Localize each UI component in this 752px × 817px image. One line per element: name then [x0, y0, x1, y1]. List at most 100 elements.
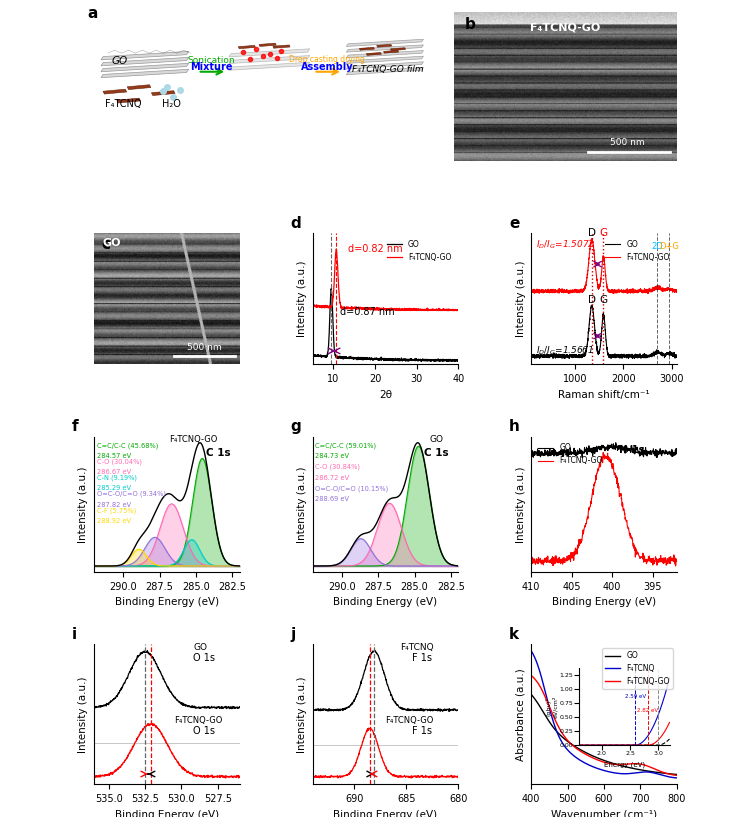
- F₄TCNQ-GO: [585, 502, 594, 512]
- Text: GO: GO: [112, 56, 128, 65]
- F₄TCNQ-GO: [599, 448, 608, 458]
- Polygon shape: [101, 69, 189, 78]
- Polygon shape: [359, 47, 374, 50]
- X-axis label: Binding Energy (eV): Binding Energy (eV): [333, 597, 438, 607]
- F₄TCNQ-GO: [526, 556, 535, 565]
- Polygon shape: [103, 89, 126, 94]
- F₄TCNQ-GO: [553, 719, 562, 729]
- Text: d=0.82 nm: d=0.82 nm: [348, 244, 402, 254]
- Text: 288.92 eV: 288.92 eV: [97, 518, 131, 524]
- Text: C-N (9.19%): C-N (9.19%): [97, 475, 137, 481]
- GO: [593, 447, 602, 457]
- Text: G: G: [599, 228, 608, 239]
- Text: c: c: [102, 237, 111, 252]
- Y-axis label: Intensity (a.u.): Intensity (a.u.): [78, 676, 89, 752]
- Text: 286.72 eV: 286.72 eV: [316, 475, 350, 480]
- X-axis label: Binding Energy (eV): Binding Energy (eV): [115, 597, 219, 607]
- Text: f: f: [72, 419, 79, 434]
- Text: 500 nm: 500 nm: [187, 343, 222, 352]
- Text: GO: GO: [429, 435, 444, 444]
- GO: [564, 737, 573, 747]
- Polygon shape: [346, 62, 423, 69]
- Text: C-O (30.04%): C-O (30.04%): [97, 458, 142, 465]
- Polygon shape: [101, 57, 189, 66]
- Polygon shape: [101, 51, 189, 60]
- Polygon shape: [377, 44, 392, 47]
- Line: F₄TCNQ: F₄TCNQ: [531, 650, 677, 778]
- X-axis label: Binding Energy (eV): Binding Energy (eV): [115, 810, 219, 817]
- F₄TCNQ: [593, 763, 602, 773]
- Polygon shape: [259, 43, 276, 47]
- GO: [612, 760, 621, 770]
- GO: [611, 438, 620, 448]
- Text: G: G: [599, 296, 608, 306]
- F₄TCNQ-GO: [602, 453, 611, 463]
- Text: F 1s: F 1s: [411, 726, 432, 736]
- GO: [624, 762, 633, 772]
- GO: [526, 690, 535, 699]
- Text: 286.67 eV: 286.67 eV: [97, 469, 131, 475]
- X-axis label: Binding Energy (eV): Binding Energy (eV): [333, 810, 438, 817]
- F₄TCNQ-GO: [672, 770, 681, 780]
- Y-axis label: Intensity (a.u.): Intensity (a.u.): [516, 467, 526, 542]
- F₄TCNQ-GO: [603, 453, 612, 463]
- Polygon shape: [366, 52, 381, 56]
- Text: b: b: [465, 16, 476, 32]
- F₄TCNQ-GO: [564, 737, 573, 747]
- Y-axis label: Intensity (a.u.): Intensity (a.u.): [297, 676, 307, 752]
- Text: O=C-O/C=O (10.15%): O=C-O/C=O (10.15%): [316, 485, 389, 492]
- F₄TCNQ: [564, 746, 573, 756]
- X-axis label: 2θ: 2θ: [379, 390, 392, 400]
- F₄TCNQ-GO: [552, 557, 561, 567]
- Text: i: i: [72, 627, 77, 642]
- Text: F₄TCNQ-GO: F₄TCNQ-GO: [385, 716, 434, 725]
- F₄TCNQ-GO: [529, 554, 538, 564]
- Text: GO: GO: [102, 239, 121, 248]
- Text: Drop casting drying: Drop casting drying: [290, 55, 365, 64]
- F₄TCNQ-GO: [671, 561, 680, 571]
- Polygon shape: [384, 51, 399, 53]
- Y-axis label: Absorbance (a.u.): Absorbance (a.u.): [516, 668, 526, 761]
- Text: 285.29 eV: 285.29 eV: [97, 485, 131, 491]
- GO: [602, 444, 611, 454]
- Text: 284.57 eV: 284.57 eV: [97, 453, 131, 459]
- Legend: GO, F₄TCNQ, F₄TCNQ-GO: GO, F₄TCNQ, F₄TCNQ-GO: [602, 648, 673, 689]
- X-axis label: Binding Energy (eV): Binding Energy (eV): [552, 597, 656, 607]
- GO: [672, 770, 681, 779]
- Text: F₄TCNQ-GO: F₄TCNQ-GO: [169, 435, 217, 444]
- Text: Mixture: Mixture: [190, 61, 233, 72]
- Y-axis label: Intensity (a.u.): Intensity (a.u.): [297, 261, 307, 337]
- Text: C-O (30.84%): C-O (30.84%): [316, 464, 360, 471]
- Text: d=0.87 nm: d=0.87 nm: [340, 307, 394, 317]
- Text: $I_D/I_G$=1.5072: $I_D/I_G$=1.5072: [536, 239, 595, 251]
- Text: 2D: 2D: [651, 243, 663, 252]
- Text: 500 nm: 500 nm: [611, 137, 645, 146]
- Line: F₄TCNQ-GO: F₄TCNQ-GO: [531, 676, 677, 775]
- Text: F₄TCNQ-GO film: F₄TCNQ-GO film: [352, 65, 423, 74]
- Text: 288.69 eV: 288.69 eV: [316, 496, 350, 502]
- Y-axis label: Intensity (a.u.): Intensity (a.u.): [297, 467, 307, 542]
- Legend: GO, F₄TCNQ-GO: GO, F₄TCNQ-GO: [535, 440, 606, 468]
- F₄TCNQ-GO: [636, 759, 645, 769]
- GO: [653, 453, 662, 462]
- Text: C-F (5.75%): C-F (5.75%): [97, 507, 136, 514]
- GO: [602, 442, 611, 452]
- Polygon shape: [101, 63, 189, 72]
- Polygon shape: [117, 98, 141, 103]
- Text: 284.73 eV: 284.73 eV: [316, 453, 350, 459]
- GO: [553, 727, 562, 737]
- Text: e: e: [509, 216, 520, 231]
- Text: Assembly: Assembly: [301, 61, 353, 72]
- GO: [526, 447, 535, 457]
- Text: F₄TCNQ: F₄TCNQ: [105, 100, 141, 109]
- Polygon shape: [229, 62, 310, 70]
- F₄TCNQ-GO: [612, 760, 621, 770]
- Text: 287.82 eV: 287.82 eV: [97, 502, 131, 507]
- Text: F₄TCNQ: F₄TCNQ: [400, 643, 434, 652]
- Polygon shape: [273, 45, 290, 48]
- Polygon shape: [229, 56, 310, 64]
- GO: [672, 448, 681, 458]
- F₄TCNQ-GO: [624, 759, 633, 769]
- Polygon shape: [229, 49, 310, 57]
- Text: C 1s: C 1s: [205, 448, 230, 458]
